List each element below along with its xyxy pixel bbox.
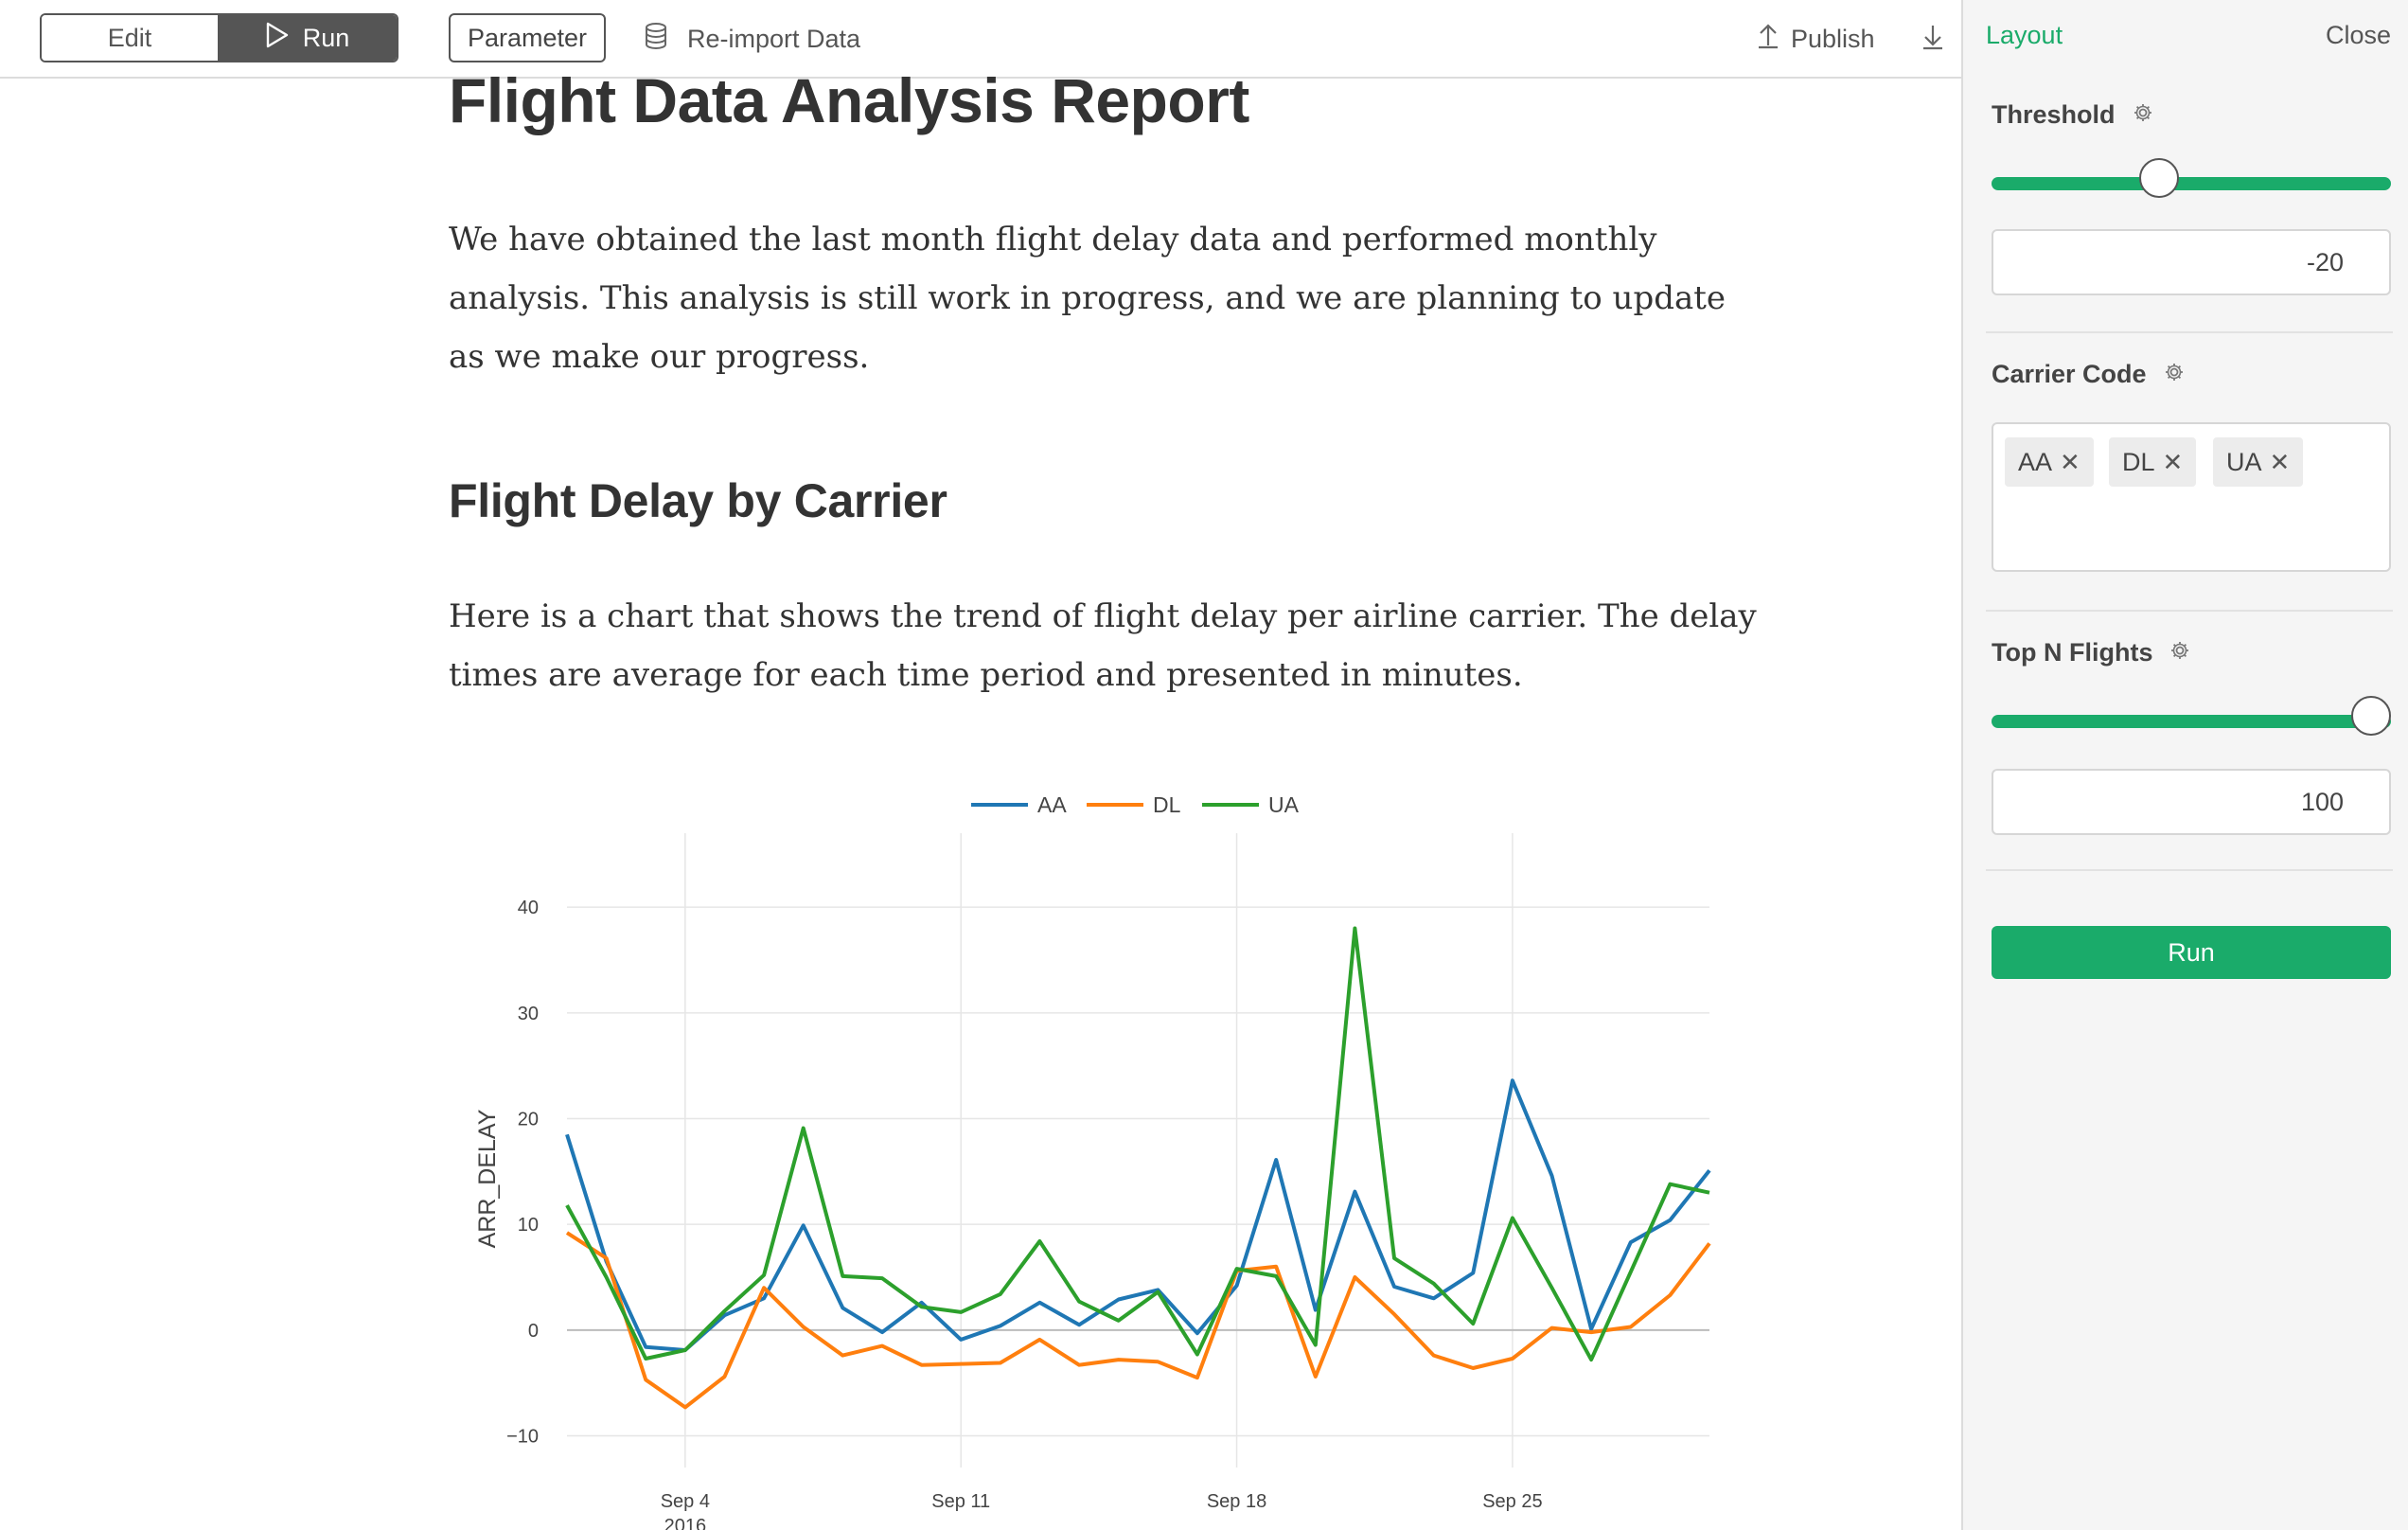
delay-chart: −10 0 10 20 30 40 Sep 4 2016 Sep 11 Sep 18 Sep 25 A… xyxy=(449,776,1821,1530)
remove-tag-icon[interactable]: ✕ xyxy=(2060,447,2080,476)
y-axis-title: ARR_DELAY xyxy=(474,1109,501,1248)
section-paragraph: Here is a chart that shows the trend of … xyxy=(449,597,1757,694)
upload-icon xyxy=(1757,23,1779,56)
remove-tag-icon[interactable]: ✕ xyxy=(2162,447,2184,476)
gear-icon[interactable] xyxy=(2169,638,2190,667)
legend-label: AA xyxy=(1037,792,1067,817)
layout-tab[interactable]: Layout xyxy=(1986,21,2063,49)
download-icon xyxy=(1921,24,1944,55)
publish-button[interactable]: Publish xyxy=(1757,17,1875,61)
carrier-tag-label: DL xyxy=(2122,447,2155,476)
series-line-aa xyxy=(565,1078,1711,1352)
carrier-tag: AA ✕ xyxy=(2005,437,2094,487)
y-tick-label: 10 xyxy=(518,1215,539,1236)
play-icon xyxy=(265,22,290,55)
mode-toggle: Edit Run xyxy=(40,13,398,62)
x-tick-label: Sep 18 xyxy=(1207,1491,1266,1512)
carrier-code-select[interactable]: AA ✕ DL ✕ UA ✕ xyxy=(1992,422,2391,572)
gear-icon[interactable] xyxy=(2133,100,2153,130)
top-n-input[interactable] xyxy=(1992,769,2391,835)
carrier-code-label-text: Carrier Code xyxy=(1992,360,2147,388)
panel-divider xyxy=(1986,331,2393,333)
panel-header: Layout Close xyxy=(1963,0,2408,76)
carrier-tag-label: UA xyxy=(2226,447,2262,476)
series-line-ua xyxy=(565,926,1710,1362)
publish-label: Publish xyxy=(1791,24,1875,53)
reimport-data-button[interactable]: Re-import Data xyxy=(644,17,860,61)
x-tick-label: Sep 4 xyxy=(661,1491,710,1512)
top-n-label-text: Top N Flights xyxy=(1992,638,2153,667)
threshold-input[interactable] xyxy=(1992,229,2391,295)
legend-label: DL xyxy=(1153,792,1181,817)
intro-paragraph: We have obtained the last month flight d… xyxy=(449,221,1726,376)
report-title: Flight Data Analysis Report xyxy=(449,65,1249,135)
remove-tag-icon[interactable]: ✕ xyxy=(2269,447,2291,476)
parameter-panel: Layout Close Threshold Carrier Code AA ✕… xyxy=(1961,0,2408,1530)
carrier-tag: DL ✕ xyxy=(2109,437,2197,487)
delay-chart-svg: −10 0 10 20 30 40 Sep 4 2016 Sep 11 Sep 18 Sep 25 A… xyxy=(474,792,1711,1530)
threshold-label: Threshold xyxy=(1992,100,2153,130)
x-tick-sublabel: 2016 xyxy=(664,1516,707,1530)
threshold-label-text: Threshold xyxy=(1992,100,2116,129)
gear-icon[interactable] xyxy=(2164,360,2185,389)
carrier-code-label: Carrier Code xyxy=(1992,360,2185,389)
top-n-slider-thumb[interactable] xyxy=(2351,696,2391,736)
reimport-data-label: Re-import Data xyxy=(687,24,861,53)
panel-divider xyxy=(1986,610,2393,612)
run-mode-label: Run xyxy=(302,23,350,52)
y-tick-label: 20 xyxy=(518,1110,539,1130)
y-tick-label: 0 xyxy=(528,1321,539,1342)
parameter-button[interactable]: Parameter xyxy=(449,13,606,62)
run-button[interactable]: Run xyxy=(1992,926,2391,979)
carrier-tag-label: AA xyxy=(2018,447,2053,476)
threshold-slider[interactable] xyxy=(1992,158,2391,198)
x-tick-label: Sep 25 xyxy=(1482,1491,1542,1512)
series-line-dl xyxy=(565,1231,1711,1410)
database-icon xyxy=(644,22,668,57)
x-tick-label: Sep 11 xyxy=(931,1491,990,1512)
legend-label: UA xyxy=(1268,792,1300,817)
close-panel-button[interactable]: Close xyxy=(2325,21,2391,49)
edit-mode-button[interactable]: Edit xyxy=(42,15,218,61)
top-n-label: Top N Flights xyxy=(1992,638,2190,667)
top-n-slider[interactable] xyxy=(1992,696,2391,736)
section-heading: Flight Delay by Carrier xyxy=(449,474,947,527)
panel-divider xyxy=(1986,869,2393,871)
run-mode-button[interactable]: Run xyxy=(218,15,397,61)
threshold-slider-thumb[interactable] xyxy=(2138,158,2179,198)
carrier-tag: UA ✕ xyxy=(2213,437,2304,487)
y-tick-label: −10 xyxy=(506,1427,539,1448)
y-tick-label: 30 xyxy=(518,1004,539,1024)
top-toolbar: Edit Run Parameter Re-import Data Publis… xyxy=(0,0,1961,79)
download-button[interactable] xyxy=(1921,19,1944,59)
y-tick-label: 40 xyxy=(518,898,539,918)
